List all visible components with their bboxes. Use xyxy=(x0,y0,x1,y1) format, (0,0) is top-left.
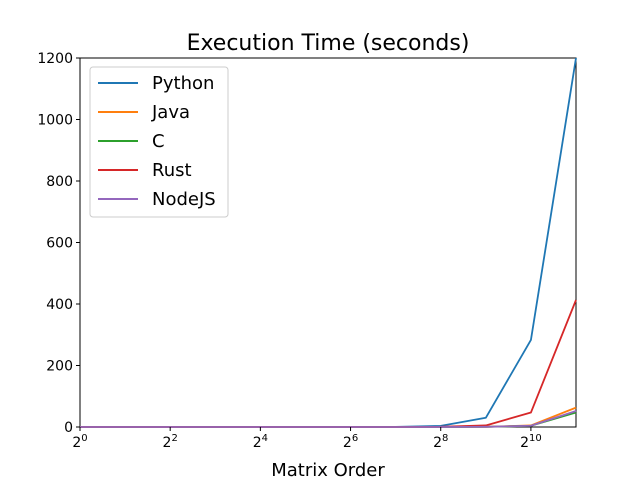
x-tick-label: 28 xyxy=(433,433,448,451)
y-tick-label: 1200 xyxy=(37,51,73,67)
series-layer xyxy=(80,57,577,428)
x-tick-label: 26 xyxy=(343,433,358,451)
y-tick-label: 0 xyxy=(64,420,73,436)
legend-box xyxy=(89,66,229,218)
legend: Python Java C Rust NodeJS xyxy=(89,66,229,218)
x-tick-label: 24 xyxy=(253,433,268,451)
y-tick-label: 200 xyxy=(46,359,73,375)
series-line-nodejs xyxy=(80,410,577,428)
legend-label: Python xyxy=(152,73,214,94)
series-line-java xyxy=(80,406,577,428)
y-tick-label: 800 xyxy=(46,174,73,190)
x-axis-label: Matrix Order xyxy=(271,460,385,480)
legend-label: Java xyxy=(151,102,190,123)
y-axis: 0 200 400 600 800 1000 1200 xyxy=(37,51,80,436)
x-tick-label: 22 xyxy=(163,433,178,451)
y-tick-label: 1000 xyxy=(37,113,73,129)
series-line-rust xyxy=(80,299,577,428)
series-line-c xyxy=(80,411,577,428)
y-tick-label: 600 xyxy=(46,236,73,252)
legend-label: C xyxy=(152,131,165,152)
x-tick-label: 210 xyxy=(520,433,542,451)
x-tick-label: 20 xyxy=(72,433,87,451)
y-tick-label: 400 xyxy=(46,297,73,313)
chart-title: Execution Time (seconds) xyxy=(187,31,470,56)
legend-label: Rust xyxy=(152,160,192,181)
x-axis: 20 22 24 26 28 210 xyxy=(72,427,542,451)
legend-label: NodeJS xyxy=(152,189,216,210)
